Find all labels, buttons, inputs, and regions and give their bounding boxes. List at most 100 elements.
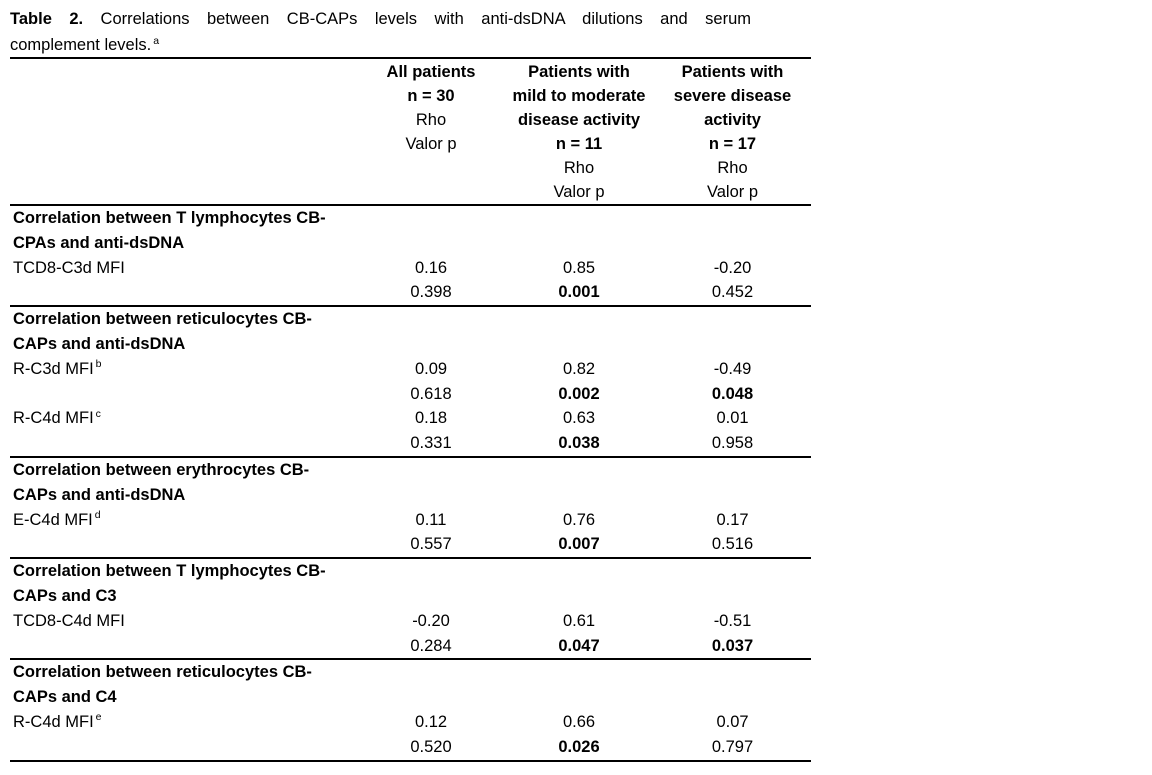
header-line: mild to moderate	[512, 87, 646, 105]
rho-value-mild: 0.76	[562, 510, 596, 529]
caption-text: Correlations between CB-CAPs levels with…	[100, 10, 751, 28]
table-row-pvalue: 0.557 0.007 0.516	[10, 532, 811, 557]
correlation-table: All patients n = 30 Rho Valor p Patients…	[10, 57, 811, 762]
row-label: R-C4d MFI e	[10, 710, 358, 735]
row-label: R-C4d MFI c	[10, 406, 358, 431]
row-label-footnote-mark: b	[95, 358, 102, 371]
row-label: TCD8-C4d MFI	[10, 609, 358, 634]
caption-footnote-mark: a	[153, 34, 160, 47]
row-label-text: TCD8-C3d MFI	[13, 258, 125, 277]
rho-value-severe: 0.07	[716, 712, 749, 731]
p-value-severe: 0.797	[711, 737, 754, 756]
section-header-line: Correlation between reticulocytes CB-	[13, 663, 312, 682]
table-row-pvalue: 0.618 0.002 0.048	[10, 382, 811, 407]
header-line: n = 30	[407, 87, 455, 105]
p-value-all: 0.557	[410, 535, 452, 554]
rho-value-all: 0.11	[415, 510, 447, 529]
empty-cell	[10, 634, 358, 659]
row-label-text: R-C3d MFI	[13, 359, 94, 378]
section-t-lymphocytes-anti-dsdna: Correlation between T lymphocytes CB- CP…	[10, 206, 811, 305]
row-label-text: TCD8-C4d MFI	[13, 611, 125, 630]
section-header-line: CAPs and anti-dsDNA	[13, 334, 186, 353]
rho-value-severe: -0.49	[713, 359, 752, 378]
row-label: R-C3d MFI b	[10, 357, 358, 382]
p-value-mild: 0.026	[558, 737, 600, 756]
row-label-footnote-mark: e	[95, 711, 102, 724]
p-value-severe: 0.516	[711, 535, 754, 554]
p-value-severe: 0.048	[711, 384, 754, 403]
row-label-footnote-mark: c	[95, 407, 101, 420]
empty-cell	[10, 532, 358, 557]
header-line: activity	[704, 111, 761, 129]
rho-value-severe: 0.17	[716, 510, 749, 529]
table-row-pvalue: 0.284 0.047 0.037	[10, 634, 811, 659]
table-row-pvalue: 0.331 0.038 0.958	[10, 431, 811, 456]
rho-value-mild: 0.82	[562, 359, 596, 378]
row-label-text: R-C4d MFI	[13, 409, 94, 428]
p-value-mild: 0.007	[558, 535, 600, 554]
header-line: n = 17	[708, 135, 757, 153]
caption-line-2: complement levels. a	[10, 32, 751, 58]
rho-value-severe: -0.20	[713, 258, 752, 277]
header-line: Rho	[717, 159, 748, 177]
header-col-severe: Patients with severe disease activity n …	[654, 60, 811, 204]
rho-value-mild: 0.61	[562, 611, 596, 630]
section-header-line: Correlation between T lymphocytes CB-	[13, 209, 326, 227]
table-header-row: All patients n = 30 Rho Valor p Patients…	[10, 59, 811, 206]
header-line: Rho	[415, 111, 447, 129]
p-value-severe: 0.452	[711, 283, 754, 302]
row-label-text: R-C4d MFI	[13, 712, 94, 731]
header-line: n = 11	[555, 135, 603, 153]
rho-value-mild: 0.85	[562, 258, 596, 277]
p-value-mild: 0.002	[558, 384, 600, 403]
rho-value-all: 0.16	[414, 258, 448, 277]
header-col-mild-moderate: Patients with mild to moderate disease a…	[504, 60, 654, 204]
row-label-footnote-mark: d	[94, 509, 101, 522]
section-header-line: Correlation between erythrocytes CB-	[13, 460, 310, 479]
empty-cell	[10, 431, 358, 456]
header-line: Valor p	[553, 183, 605, 201]
rho-value-all: 0.18	[414, 409, 448, 428]
caption-text-continued: complement levels.	[10, 36, 152, 54]
row-label-text: E-C4d MFI	[13, 510, 93, 529]
empty-cell	[10, 735, 358, 760]
header-line: All patients	[386, 63, 476, 81]
table-caption: Table 2. Correlations between CB-CAPs le…	[10, 6, 751, 58]
rho-value-all: 0.09	[414, 359, 448, 378]
p-value-severe: 0.958	[711, 434, 754, 453]
section-header-line: CAPs and anti-dsDNA	[13, 485, 186, 504]
header-col-all-patients: All patients n = 30 Rho Valor p	[358, 60, 504, 204]
section-header-line: Correlation between reticulocytes CB-	[13, 310, 312, 329]
header-line: severe disease	[673, 87, 792, 105]
p-value-mild: 0.038	[558, 434, 600, 453]
header-line: Patients with	[528, 63, 630, 81]
p-value-all: 0.618	[410, 384, 452, 403]
p-value-all: 0.398	[410, 283, 452, 302]
section-reticulocytes-c4: Correlation between reticulocytes CB- CA…	[10, 658, 811, 759]
header-line: Valor p	[405, 135, 457, 153]
p-value-all: 0.331	[410, 434, 452, 453]
rho-value-mild: 0.63	[562, 409, 596, 428]
section-header-line: Correlation between T lymphocytes CB-	[13, 562, 326, 581]
table-number: Table 2.	[10, 10, 84, 28]
row-label: TCD8-C3d MFI	[10, 256, 358, 281]
header-line: Rho	[563, 159, 595, 177]
p-value-all: 0.520	[410, 737, 452, 756]
table-row-rho: R-C4d MFI c 0.18 0.63 0.01	[10, 406, 811, 431]
caption-line-1: Table 2. Correlations between CB-CAPs le…	[10, 6, 751, 32]
p-value-mild: 0.001	[558, 283, 600, 302]
p-value-severe: 0.037	[711, 636, 754, 655]
header-line: disease activity	[518, 111, 640, 129]
section-erythrocytes-anti-dsdna: Correlation between erythrocytes CB- CAP…	[10, 455, 811, 557]
section-header-line: CAPs and C3	[13, 586, 117, 605]
header-line: Patients with	[681, 63, 784, 81]
section-header-line: CAPs and C4	[13, 688, 117, 707]
header-line: Valor p	[706, 183, 759, 201]
section-t-lymphocytes-c3: Correlation between T lymphocytes CB- CA…	[10, 557, 811, 658]
p-value-all: 0.284	[410, 636, 452, 655]
header-spacer-cell	[10, 60, 358, 204]
table-row-pvalue: 0.398 0.001 0.452	[10, 280, 811, 305]
rho-value-all: -0.20	[412, 611, 450, 630]
empty-cell	[10, 382, 358, 407]
